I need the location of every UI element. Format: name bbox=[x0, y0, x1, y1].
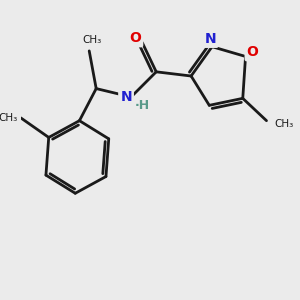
Text: O: O bbox=[129, 31, 141, 45]
Text: O: O bbox=[247, 45, 259, 59]
Text: N: N bbox=[120, 90, 132, 104]
Text: N: N bbox=[205, 32, 217, 46]
Text: CH₃: CH₃ bbox=[82, 35, 102, 45]
Text: ·H: ·H bbox=[135, 99, 150, 112]
Text: CH₃: CH₃ bbox=[275, 119, 294, 129]
Text: CH₃: CH₃ bbox=[0, 113, 18, 123]
